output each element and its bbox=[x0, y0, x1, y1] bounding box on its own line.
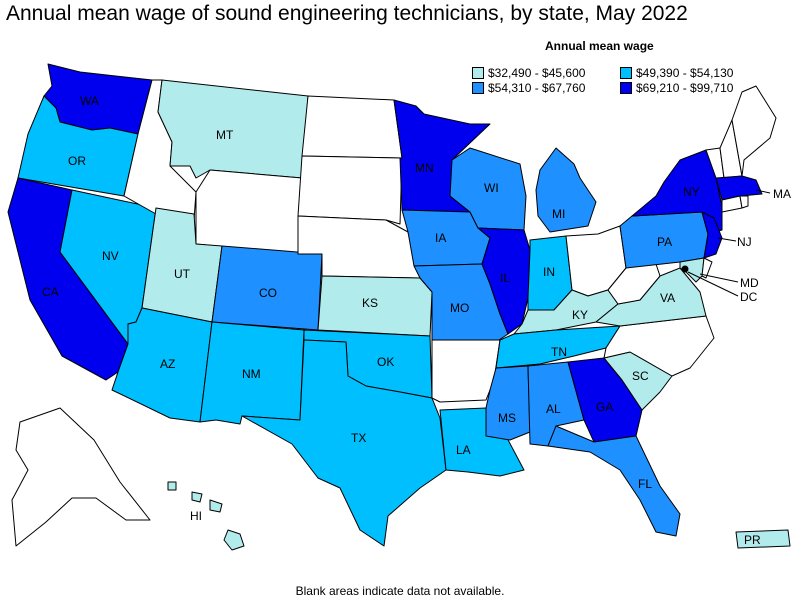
label-AL: AL bbox=[546, 402, 561, 416]
legend-label-4: $69,210 - $99,710 bbox=[636, 81, 734, 95]
label-IL: IL bbox=[500, 271, 510, 285]
label-MA: MA bbox=[773, 187, 791, 201]
legend-label-1: $32,490 - $45,600 bbox=[488, 66, 586, 80]
label-NY: NY bbox=[683, 185, 700, 199]
state-NJ[interactable] bbox=[701, 211, 723, 259]
label-SC: SC bbox=[632, 369, 649, 383]
legend-item-1: $32,490 - $45,600 bbox=[472, 66, 585, 80]
legend-item-2: $49,390 - $54,130 bbox=[620, 66, 733, 80]
state-DE[interactable] bbox=[701, 257, 713, 279]
label-WI: WI bbox=[484, 181, 499, 195]
label-MN: MN bbox=[415, 161, 434, 175]
label-FL: FL bbox=[638, 477, 652, 491]
legend-label-2: $49,390 - $54,130 bbox=[636, 66, 734, 80]
label-MI: MI bbox=[552, 207, 565, 221]
state-DC[interactable] bbox=[681, 265, 689, 273]
map-title: Annual mean wage of sound engineering te… bbox=[6, 2, 688, 25]
state-ME[interactable] bbox=[731, 85, 777, 177]
label-MT: MT bbox=[216, 128, 234, 142]
state-HI-2[interactable] bbox=[191, 491, 203, 503]
label-NJ: NJ bbox=[737, 235, 752, 249]
state-KS[interactable] bbox=[317, 275, 433, 337]
label-KS: KS bbox=[362, 296, 378, 310]
label-MS: MS bbox=[498, 411, 516, 425]
state-WY[interactable] bbox=[195, 169, 303, 255]
label-IA: IA bbox=[435, 231, 446, 245]
legend-swatch-2 bbox=[620, 67, 632, 79]
label-PA: PA bbox=[657, 235, 672, 249]
legend-swatch-4 bbox=[620, 82, 632, 94]
state-FL[interactable] bbox=[547, 425, 681, 537]
state-PR[interactable] bbox=[735, 529, 791, 549]
footnote: Blank areas indicate data not available. bbox=[295, 584, 505, 598]
label-NM: NM bbox=[242, 367, 261, 381]
legend-item-4: $69,210 - $99,710 bbox=[620, 81, 733, 95]
legend-swatch-3 bbox=[472, 82, 484, 94]
label-AZ: AZ bbox=[160, 357, 175, 371]
label-WA: WA bbox=[80, 94, 99, 108]
label-IN: IN bbox=[543, 265, 555, 279]
state-SD[interactable] bbox=[297, 155, 403, 225]
legend-swatch-1 bbox=[472, 67, 484, 79]
state-MI[interactable] bbox=[535, 147, 597, 233]
label-MO: MO bbox=[450, 301, 469, 315]
label-UT: UT bbox=[174, 267, 191, 281]
label-KY: KY bbox=[572, 308, 588, 322]
state-OR[interactable] bbox=[17, 95, 139, 197]
state-IL[interactable] bbox=[477, 227, 531, 335]
legend-title: Annual mean wage bbox=[545, 39, 654, 53]
label-leader-lines bbox=[687, 189, 771, 297]
state-HI-3[interactable] bbox=[209, 499, 223, 513]
label-TN: TN bbox=[551, 345, 567, 359]
label-GA: GA bbox=[596, 400, 613, 414]
state-AK[interactable] bbox=[11, 407, 151, 547]
state-TX[interactable] bbox=[241, 339, 447, 547]
label-CA: CA bbox=[42, 285, 59, 299]
label-VA: VA bbox=[660, 291, 675, 305]
label-CO: CO bbox=[259, 286, 277, 300]
label-TX: TX bbox=[351, 431, 366, 445]
state-HI-4[interactable] bbox=[223, 529, 245, 551]
label-LA: LA bbox=[456, 443, 471, 457]
label-DC: DC bbox=[740, 290, 758, 304]
label-OK: OK bbox=[377, 355, 394, 369]
label-NV: NV bbox=[102, 249, 119, 263]
state-ND[interactable] bbox=[301, 95, 403, 159]
legend-label-3: $54,310 - $67,760 bbox=[488, 81, 586, 95]
label-HI: HI bbox=[190, 509, 202, 523]
legend-item-3: $54,310 - $67,760 bbox=[472, 81, 585, 95]
label-PR: PR bbox=[744, 533, 761, 547]
state-HI-1[interactable] bbox=[167, 481, 177, 491]
state-RI[interactable] bbox=[739, 195, 749, 209]
label-OR: OR bbox=[68, 154, 86, 168]
label-MD: MD bbox=[740, 276, 759, 290]
